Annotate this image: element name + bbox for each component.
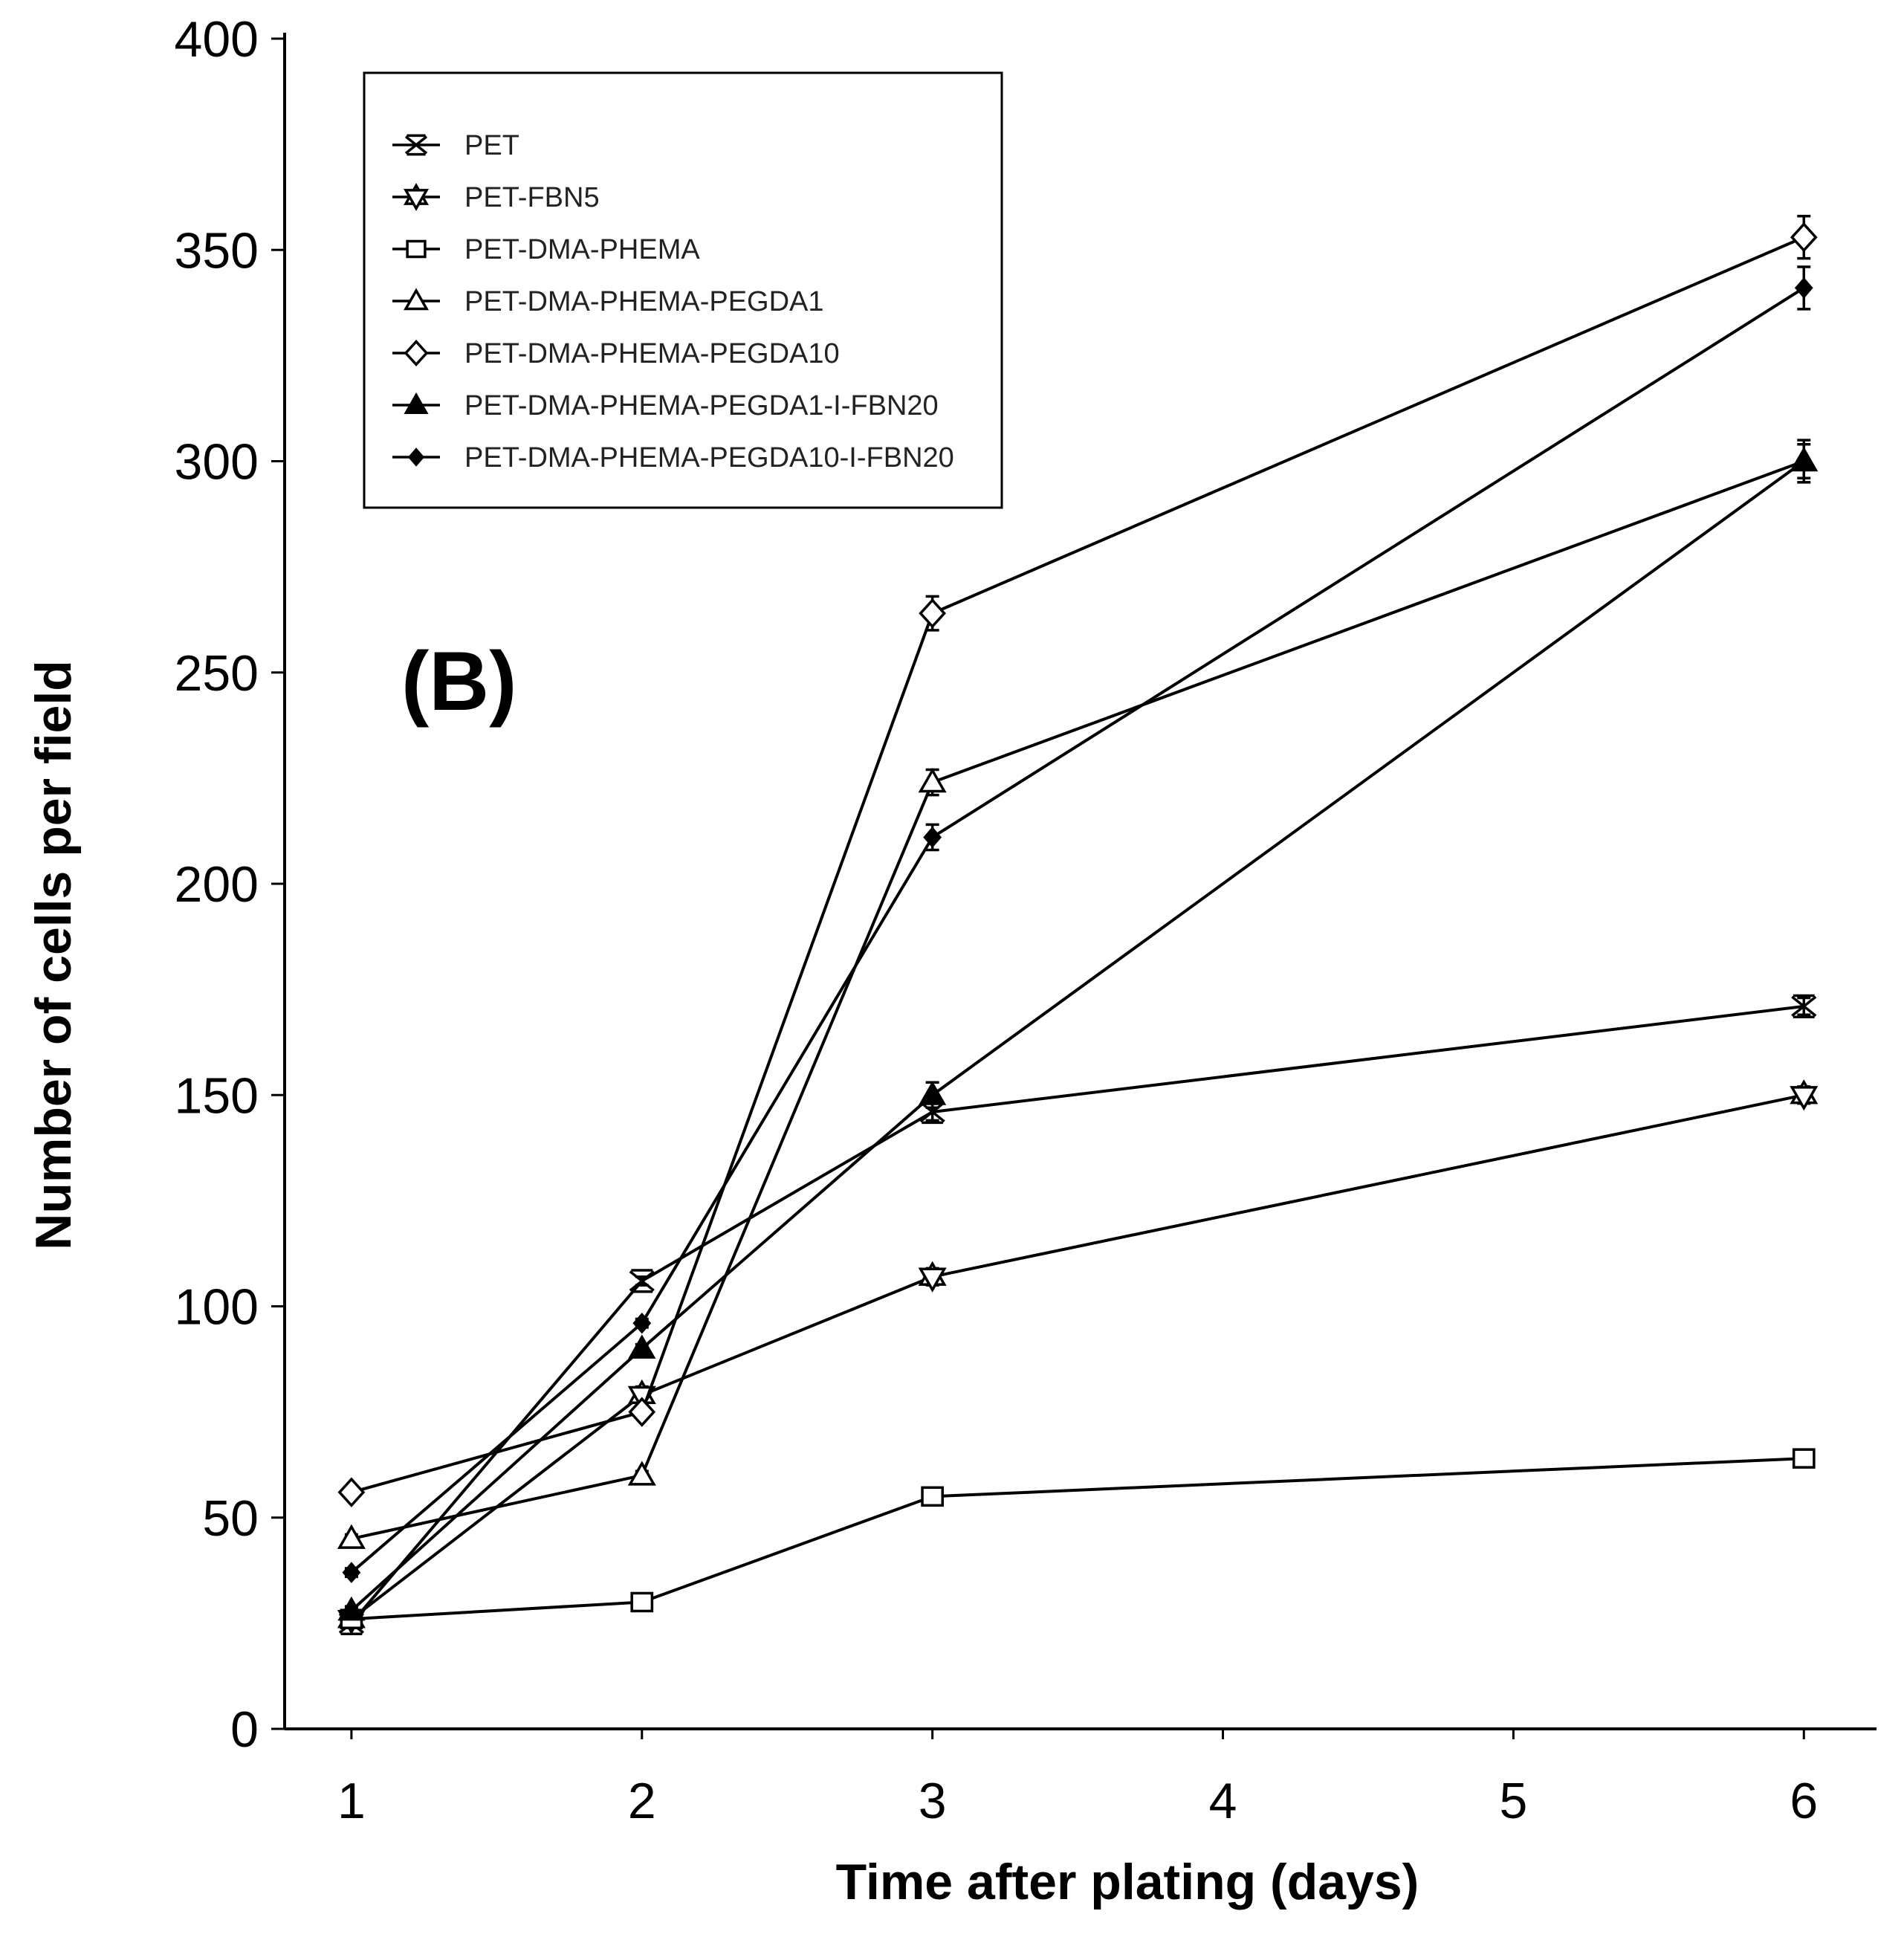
- data-point: [629, 1269, 655, 1293]
- legend-label: PET-DMA-PHEMA-PEGDA10: [464, 338, 840, 369]
- series-line: [350, 1004, 1804, 1625]
- series-pet-dma-phema: [340, 1448, 1816, 1629]
- y-tick-label: 100: [175, 1279, 259, 1336]
- data-point: [337, 1477, 366, 1507]
- series-layer: [337, 215, 1819, 1636]
- x-tick-label: 5: [1499, 1773, 1527, 1829]
- data-point: [918, 768, 947, 793]
- data-point: [627, 1461, 656, 1486]
- legend-marker: [406, 239, 427, 259]
- data-point: [918, 1261, 947, 1293]
- y-tick-label: 300: [175, 434, 259, 491]
- legend-marker: [404, 134, 428, 156]
- data-point: [921, 1486, 945, 1507]
- series-line: [351, 1457, 1804, 1621]
- x-axis-title: Time after plating (days): [836, 1854, 1419, 1910]
- data-point: [630, 1591, 654, 1613]
- legend-label: PET-DMA-PHEMA-PEGDA1-I-FBN20: [464, 390, 939, 421]
- data-point: [628, 1334, 656, 1359]
- legend-label: PET-DMA-PHEMA: [464, 234, 700, 265]
- legend-marker: [404, 392, 429, 414]
- data-point: [919, 598, 947, 629]
- panel-label: (B): [401, 635, 517, 728]
- series-line: [351, 459, 1804, 1541]
- data-point: [337, 1596, 366, 1621]
- series-line: [351, 236, 1805, 1494]
- data-point: [1790, 221, 1818, 253]
- series-line: [350, 1093, 1804, 1620]
- series-pet-fbn5: [337, 1079, 1819, 1635]
- y-tick-label: 0: [230, 1701, 259, 1758]
- data-point: [919, 1081, 947, 1105]
- data-point: [1794, 277, 1813, 299]
- legend-item: PET-FBN5: [392, 182, 600, 213]
- data-point: [1790, 1079, 1819, 1111]
- legend-marker: [404, 339, 429, 367]
- y-tick-label: 150: [175, 1067, 259, 1124]
- y-axis-title: Number of cells per field: [25, 660, 82, 1250]
- x-tick-label: 6: [1790, 1773, 1818, 1829]
- legend-label: PET-DMA-PHEMA-PEGDA10-I-FBN20: [464, 442, 954, 473]
- x-tick-label: 2: [628, 1773, 656, 1829]
- legend-item: PET-DMA-PHEMA: [392, 234, 700, 265]
- legend-marker: [407, 447, 425, 467]
- y-tick-label: 400: [175, 11, 259, 68]
- legend-label: PET: [464, 130, 519, 161]
- series-line: [350, 459, 1805, 1612]
- x-tick-label: 4: [1209, 1773, 1237, 1829]
- x-tick-label: 1: [337, 1773, 366, 1829]
- series-pet-dma-phema-pegda1: [337, 443, 1819, 1549]
- legend-marker: [403, 183, 430, 211]
- legend-box: [363, 71, 1003, 509]
- axes: 0 50 100 150 200 250 300 350 400 1 2 3 4 5 6: [175, 11, 1877, 1829]
- y-tick-label: 350: [175, 222, 259, 279]
- y-tick-label: 250: [175, 645, 259, 702]
- legend-item: PET-DMA-PHEMA-PEGDA1: [392, 286, 824, 317]
- series-pet: [338, 994, 1817, 1636]
- series-pet-dma-phema-pegda10-i-fbn20: [342, 265, 1813, 1583]
- legend-item: PET: [392, 130, 519, 161]
- data-point: [628, 1397, 656, 1427]
- series-pet-dma-phema-pegda10: [337, 215, 1818, 1507]
- y-tick-label: 200: [175, 856, 259, 913]
- data-point: [1791, 994, 1817, 1019]
- data-point: [923, 827, 942, 848]
- legend-label: PET-FBN5: [464, 182, 600, 213]
- series-pet-dma-phema-pegda1-i-fbn20: [337, 439, 1818, 1621]
- data-point: [1792, 1448, 1816, 1469]
- y-tick-label: 50: [202, 1490, 259, 1547]
- legend-item: PET-DMA-PHEMA-PEGDA1-I-FBN20: [392, 390, 939, 421]
- series-line: [350, 286, 1805, 1574]
- data-point: [1790, 447, 1818, 471]
- legend-marker: [403, 288, 430, 311]
- data-point: [337, 1524, 366, 1549]
- x-tick-label: 3: [919, 1773, 947, 1829]
- legend-label: PET-DMA-PHEMA-PEGDA1: [464, 286, 824, 317]
- data-point: [632, 1312, 652, 1334]
- legend: PET PET-FBN5 PET-DMA-PHEMA PET-DMA-PHEMA-PE…: [363, 71, 1003, 509]
- legend-item: PET-DMA-PHEMA-PEGDA10: [392, 338, 840, 369]
- legend-item: PET-DMA-PHEMA-PEGDA10-I-FBN20: [392, 442, 954, 473]
- data-point: [342, 1562, 361, 1583]
